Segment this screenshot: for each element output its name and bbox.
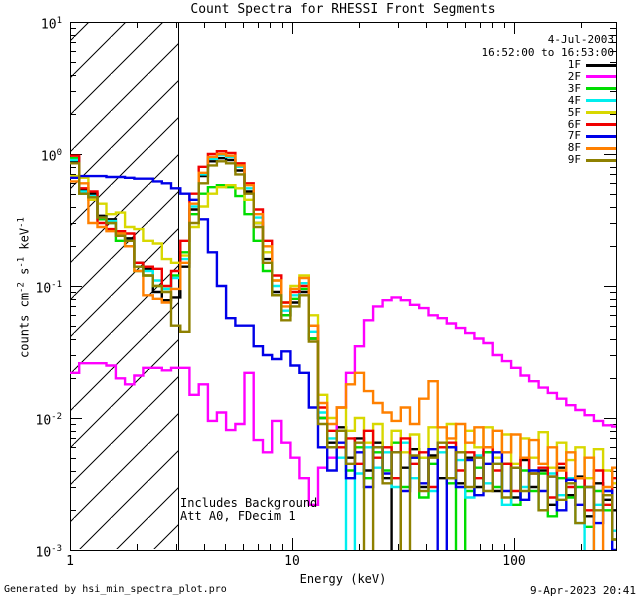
legend-swatch — [586, 99, 616, 103]
footer-generator: Generated by hsi_min_spectra_plot.pro — [4, 584, 227, 595]
y-tick-label: 101 — [40, 16, 62, 33]
legend-swatch — [586, 146, 616, 150]
y-tick-label: 10-2 — [35, 412, 63, 429]
observation-time-range: 16:52:00 to 16:53:00 — [481, 46, 614, 59]
series-curve-8F — [70, 152, 616, 550]
footer-timestamp: 9-Apr-2023 20:41 — [530, 584, 636, 597]
x-tick-label: 100 — [502, 554, 526, 569]
legend-swatch — [586, 63, 616, 67]
x-tick-label: 1 — [66, 554, 74, 569]
legend-label: 7F — [567, 129, 581, 143]
legend-swatch — [586, 123, 616, 126]
series-curve-9F — [70, 160, 616, 550]
legend-swatch — [586, 87, 616, 91]
legend-item-6F: 6F — [567, 117, 616, 131]
legend-swatch — [586, 134, 616, 138]
legend-item-5F: 5F — [567, 105, 616, 119]
series-curve-2F — [70, 296, 616, 506]
legend-item-4F: 4F — [567, 93, 616, 107]
legend-label: 3F — [567, 81, 581, 95]
x-tick-label: 10 — [284, 554, 300, 569]
legend-label: 8F — [567, 141, 581, 155]
curves-layer — [70, 150, 616, 550]
legend-label: 9F — [567, 153, 581, 167]
plot-annotations: Includes Background Att A0, FDecim 1 — [180, 497, 317, 523]
annotation-background: Includes Background — [180, 496, 318, 510]
x-axis-title: Energy (keV) — [299, 572, 387, 586]
y-tick-label: 10-1 — [35, 280, 63, 297]
legend-swatch — [586, 158, 616, 162]
legend-swatch — [586, 111, 616, 115]
legend-item-2F: 2F — [567, 69, 616, 83]
legend-item-8F: 8F — [568, 142, 616, 154]
chart-title: Count Spectra for RHESSI Front Segments — [190, 2, 496, 17]
legend-item-1F: 1F — [568, 59, 616, 71]
legend-label: 5F — [567, 105, 581, 119]
legend-label: 2F — [567, 69, 581, 83]
y-axis-title: counts cm-2 s-1 keV-1 — [16, 217, 32, 358]
legend-label: 4F — [567, 93, 581, 107]
observation-info: 4-Jul-2003 16:52:00 to 16:53:00 — [340, 33, 614, 59]
legend-item-7F: 7F — [568, 130, 616, 142]
observation-date: 4-Jul-2003 — [547, 33, 614, 46]
y-tick-label: 100 — [40, 148, 62, 165]
legend-item-9F: 9F — [568, 154, 616, 166]
annotation-attenuator: Att A0, FDecim 1 — [180, 509, 296, 523]
legend-swatch — [586, 75, 616, 79]
y-tick-label: 10-3 — [35, 544, 63, 561]
legend-item-3F: 3F — [567, 81, 616, 95]
legend-label: 6F — [567, 117, 581, 131]
legend-label: 1F — [567, 58, 581, 71]
